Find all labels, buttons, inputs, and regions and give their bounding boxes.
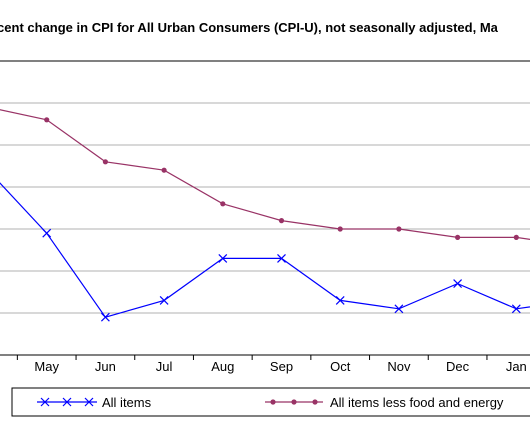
data-point-all-items-less-food-and-energy: [337, 226, 343, 232]
data-point-all-items: [394, 304, 404, 314]
legend-entry-all-items-less-food-and-energy: All items less food and energy: [265, 395, 504, 410]
data-point-all-items: [159, 295, 169, 305]
x-tick-label-jul: Jul: [156, 359, 173, 374]
x-tick-label-dec: Dec: [446, 359, 470, 374]
x-tick-label-oct: Oct: [330, 359, 351, 374]
x-tick-labels: May Jun Jul Aug Sep Oct Nov Dec Jan: [34, 359, 526, 374]
data-point-all-items-less-food-and-energy: [102, 159, 108, 165]
data-point-all-items: [42, 228, 52, 238]
data-point-all-items-less-food-and-energy: [513, 234, 519, 240]
legend-label-all-items: All items: [102, 395, 152, 410]
data-point-all-items-less-food-and-energy: [278, 218, 285, 224]
x-tick-marks: [16, 355, 488, 360]
gridlines: [0, 102, 530, 314]
data-point-all-items-less-food-and-energy: [396, 226, 402, 232]
data-point-all-items: [218, 253, 228, 263]
series-line-all-items: [0, 182, 530, 318]
data-point-all-items: [335, 295, 345, 305]
data-point-all-items-less-food-and-energy: [220, 201, 226, 207]
x-tick-label-jan: Jan: [506, 359, 527, 374]
x-tick-label-may: May: [34, 359, 59, 374]
legend-label-all-items-less-food-and-energy: All items less food and energy: [330, 395, 504, 410]
x-tick-label-nov: Nov: [387, 359, 411, 374]
data-point-all-items-less-food-and-energy: [44, 117, 50, 123]
data-point-all-items-less-food-and-energy: [161, 167, 167, 173]
legend: All items All items less food and energy: [11, 387, 530, 417]
chart-title: rcent change in CPI for All Urban Consum…: [0, 20, 498, 35]
legend-entry-all-items: All items: [37, 395, 152, 410]
x-tick-label-aug: Aug: [211, 359, 234, 374]
x-tick-label-jun: Jun: [95, 359, 116, 374]
data-point-all-items: [511, 304, 521, 314]
x-tick-label-sep: Sep: [270, 359, 293, 374]
data-point-all-items: [277, 253, 286, 263]
data-point-all-items-less-food-and-energy: [455, 234, 461, 240]
series-lines: [0, 109, 530, 322]
data-point-all-items: [453, 279, 463, 289]
data-point-all-items: [100, 312, 110, 322]
series-line-all-items-less-food-and-energy: [0, 109, 530, 240]
